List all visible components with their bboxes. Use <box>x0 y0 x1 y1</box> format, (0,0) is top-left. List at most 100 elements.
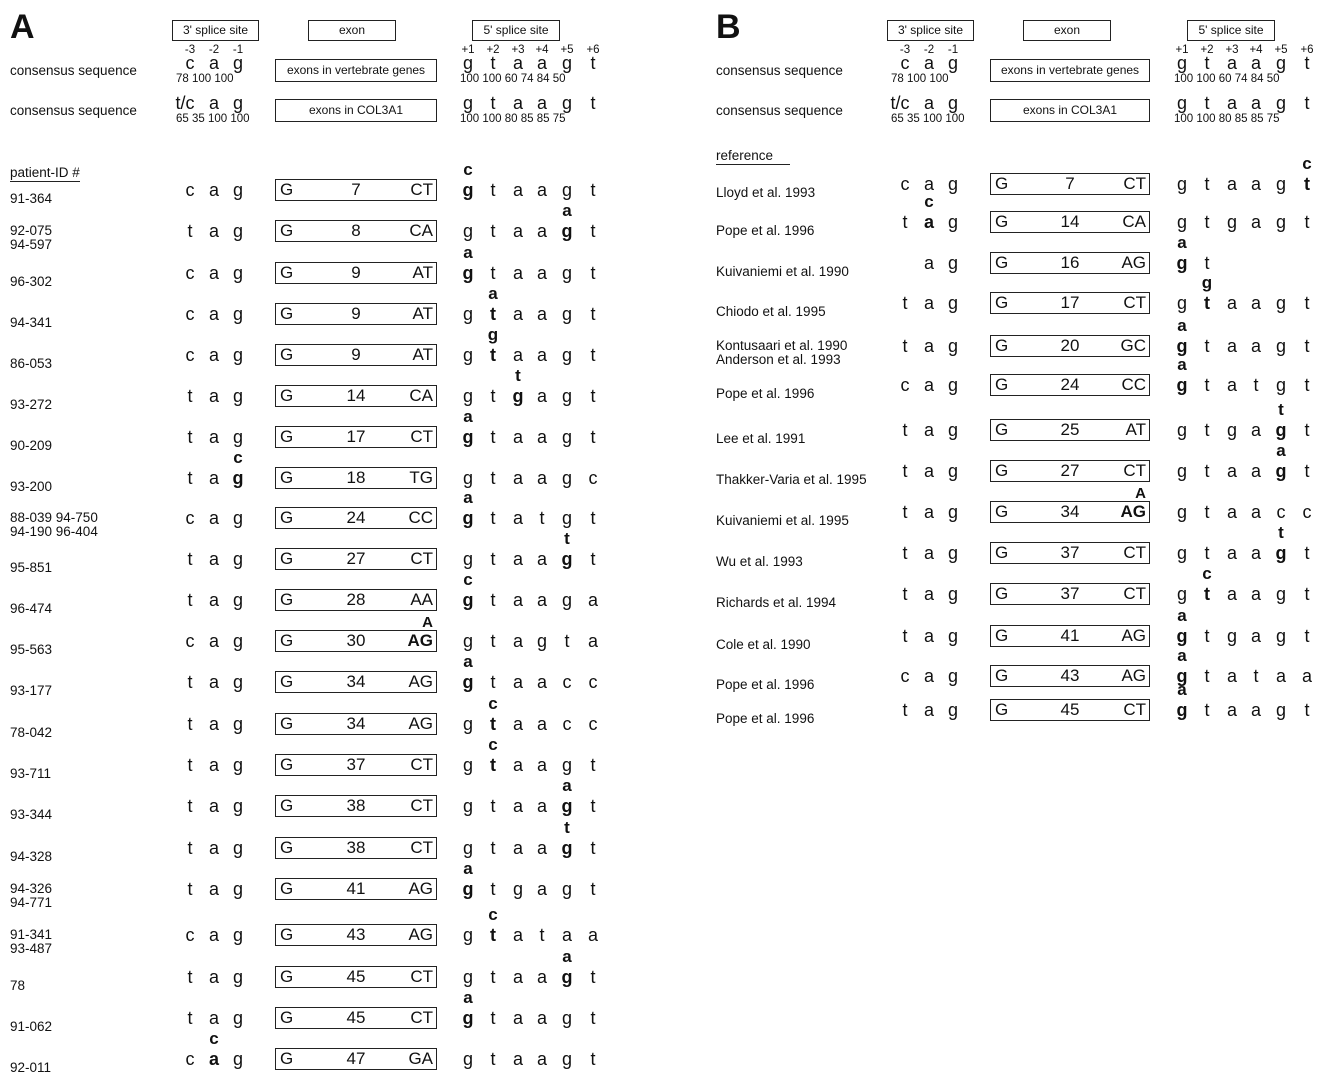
sequence-base: c <box>185 263 195 283</box>
mutation-base: a <box>463 407 473 426</box>
sequence-base: a <box>923 336 934 356</box>
consensus-base: t <box>490 53 496 73</box>
sequence-base: a <box>208 672 219 692</box>
consensus-base: t <box>1304 53 1310 73</box>
sequence-base: a <box>923 375 934 395</box>
sequence-base: a <box>512 508 523 528</box>
consensus-exon-box: exons in vertebrate genes <box>990 59 1150 82</box>
exon-box: G 43 AG <box>990 665 1150 687</box>
consensus-base: c <box>185 53 195 73</box>
consensus-freq: 100 100 60 74 84 50 <box>1174 73 1280 85</box>
exon-end: CC <box>1121 375 1146 394</box>
exon-number: 41 <box>346 879 366 898</box>
sequence-base: a <box>587 631 598 651</box>
exon-start: G <box>280 925 294 944</box>
sequence-base: a <box>536 427 547 447</box>
sequence-base: t <box>1204 584 1210 604</box>
sequence-base: g <box>561 427 572 447</box>
sequence-base: g <box>561 263 572 283</box>
consensus-base: t <box>1204 53 1210 73</box>
sequence-base: a <box>208 714 219 734</box>
consensus-base: a <box>512 53 523 73</box>
consensus-base: g <box>1176 93 1187 113</box>
sequence-base: g <box>561 1049 572 1069</box>
sequence-base: g <box>1176 700 1188 720</box>
sequence-base: g <box>947 502 958 522</box>
exon-start: G <box>280 879 294 898</box>
row-label: 90-209 <box>10 438 53 453</box>
exon-number: 18 <box>346 468 366 487</box>
exon-start: G <box>995 174 1009 193</box>
exon-box: G 34 AG A <box>990 485 1150 523</box>
sequence-base: c <box>588 714 598 734</box>
exon-end: CT <box>410 796 433 815</box>
sequence-base: t <box>902 212 908 232</box>
sequence-base: g <box>1176 253 1188 273</box>
exon-end: CT <box>410 427 433 446</box>
splice3-header: 3' splice site <box>172 20 259 41</box>
sequence-base: g <box>947 212 958 232</box>
position-label: -3 <box>899 44 911 56</box>
row-label: Richards et al. 1994 <box>716 595 837 610</box>
sequence-base: a <box>208 925 219 945</box>
exon-box: G 34 AG <box>275 671 437 693</box>
sequence-base: g <box>462 549 473 569</box>
exon-box: G 41 AG <box>990 625 1150 647</box>
sequence-base: a <box>512 672 523 692</box>
mutation-base: a <box>463 243 473 262</box>
sequence-base: c <box>562 672 572 692</box>
exon-number: 37 <box>1060 543 1080 562</box>
sequence-base: g <box>232 508 243 528</box>
exon-start: G <box>280 755 294 774</box>
consensus-label: consensus sequence <box>10 103 137 118</box>
consensus-base: g <box>561 53 572 73</box>
sequence-base: g <box>1275 420 1287 440</box>
exon-start: G <box>280 386 294 405</box>
row-label: 91-364 <box>10 191 53 206</box>
sequence-base: a <box>536 838 547 858</box>
sequence-base: a <box>512 1008 523 1028</box>
sequence-base: a <box>208 590 219 610</box>
consensus-exon-box: exons in COL3A1 <box>275 99 437 122</box>
mutation-base: c <box>924 192 934 211</box>
mutation-base: a <box>1177 646 1187 665</box>
sequence-base: g <box>561 967 573 987</box>
position-label: -2 <box>923 44 935 56</box>
sequence-base: a <box>208 1008 219 1028</box>
exon-box: G 14 CA <box>990 211 1150 233</box>
exon-box: G 25 AT <box>990 419 1150 441</box>
exon-start: G <box>280 1008 294 1027</box>
sequence-base: g <box>232 345 243 365</box>
sequence-base: t <box>590 221 596 241</box>
exon-number: 9 <box>351 263 361 282</box>
sequence-base: a <box>587 925 598 945</box>
sequence-base: a <box>587 590 598 610</box>
exon-box: G 45 CT <box>275 966 437 988</box>
row-label: 93-272 <box>10 397 53 412</box>
sequence-base: t <box>590 263 596 283</box>
mutation-base: a <box>463 988 473 1007</box>
sequence-base: t <box>490 796 496 816</box>
sequence-base: a <box>1250 212 1261 232</box>
exon-box: G 37 CT <box>990 583 1150 605</box>
sequence-base: a <box>1250 461 1261 481</box>
sequence-base: g <box>1226 626 1237 646</box>
sequence-base: t <box>902 461 908 481</box>
sequence-base: t <box>590 549 596 569</box>
sequence-base: a <box>512 468 523 488</box>
exon-end: CA <box>409 221 433 240</box>
row-label: Kontusaari et al. 1990 <box>716 338 848 353</box>
sequence-base: g <box>561 549 573 569</box>
sequence-base: t <box>490 590 496 610</box>
row-label: Anderson et al. 1993 <box>716 352 841 367</box>
mutation-base: t <box>564 529 570 548</box>
exon-end: CT <box>1123 293 1146 312</box>
exon-box: G 43 AG <box>275 924 437 946</box>
sequence-base: a <box>1226 502 1237 522</box>
row-label: Pope et al. 1996 <box>716 677 815 692</box>
sequence-base: a <box>1226 336 1237 356</box>
sequence-base: g <box>232 386 243 406</box>
sequence-base: t <box>1204 700 1210 720</box>
sequence-base: t <box>1204 666 1210 686</box>
sequence-base: t <box>902 584 908 604</box>
